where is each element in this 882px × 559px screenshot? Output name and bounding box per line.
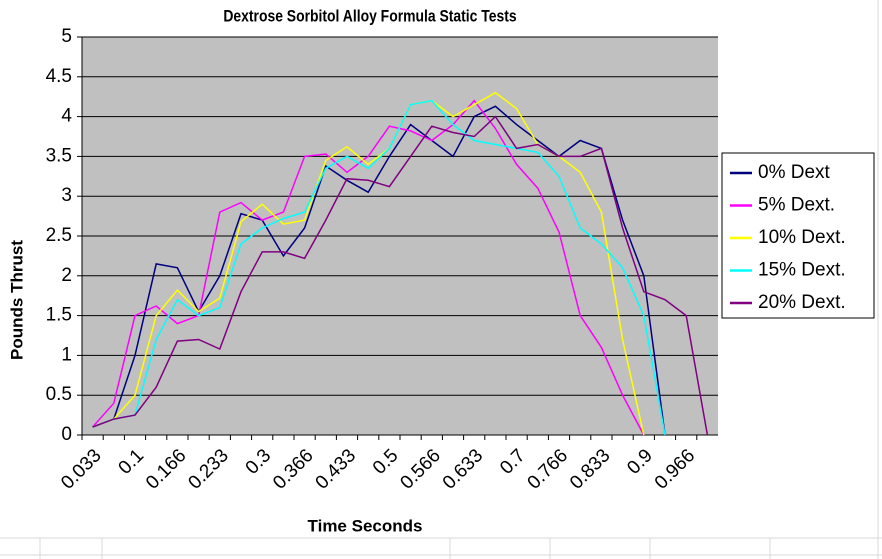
legend-label: 10% Dext. xyxy=(758,227,846,248)
chart-title: Dextrose Sorbitol Alloy Formula Static T… xyxy=(223,7,516,26)
series-line xyxy=(92,99,645,436)
x-tick-label: 0.166 xyxy=(142,445,190,493)
x-tick-label: 0.033 xyxy=(57,445,105,493)
x-tick-label: 0.833 xyxy=(566,445,614,493)
y-tick-label: 5 xyxy=(61,26,72,47)
y-tick-label: 0 xyxy=(61,424,72,445)
y-tick-label: 4.5 xyxy=(46,66,72,87)
y-tick-label: 3 xyxy=(61,185,72,206)
x-tick-label: 0.3 xyxy=(242,445,276,479)
legend-label: 15% Dext. xyxy=(758,260,846,281)
legend xyxy=(721,152,875,319)
x-tick-label: 0.366 xyxy=(269,445,317,493)
y-axis-title: Pounds Thrust xyxy=(7,240,26,360)
legend-label: 0% Dext xyxy=(758,162,831,183)
x-tick-label: 0.433 xyxy=(312,445,360,493)
x-tick-label: 0.7 xyxy=(496,445,530,479)
x-tick-label: 0.9 xyxy=(623,445,657,479)
series-line xyxy=(92,115,709,436)
legend-label: 20% Dext. xyxy=(758,292,846,313)
y-tick-label: 0.5 xyxy=(46,384,72,405)
y-tick-label: 2.5 xyxy=(46,225,72,246)
series-line xyxy=(92,105,666,436)
x-tick-label: 0.966 xyxy=(651,445,699,493)
y-tick-label: 1.5 xyxy=(46,305,72,326)
x-axis-title: Time Seconds xyxy=(308,516,423,535)
y-tick-label: 2 xyxy=(61,265,72,286)
y-tick-label: 3.5 xyxy=(46,145,72,166)
y-tick-label: 4 xyxy=(61,106,72,127)
y-tick-label: 1 xyxy=(61,344,72,365)
x-tick-label: 0.5 xyxy=(369,445,403,479)
x-tick-label: 0.233 xyxy=(184,445,232,493)
legend-label: 5% Dext. xyxy=(758,195,835,216)
series-line xyxy=(92,99,666,436)
x-tick-label: 0.566 xyxy=(396,445,444,493)
x-tick-label: 0.633 xyxy=(439,445,487,493)
x-tick-label: 0.1 xyxy=(115,445,149,479)
x-tick-label: 0.766 xyxy=(524,445,572,493)
